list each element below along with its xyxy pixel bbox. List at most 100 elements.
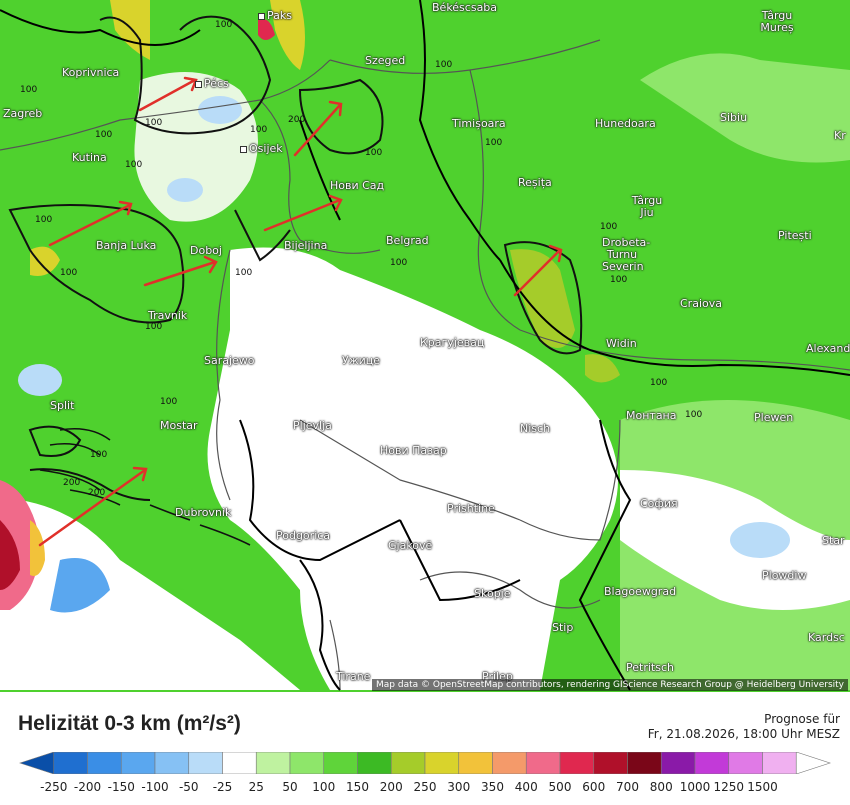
legend-swatch: [492, 752, 527, 774]
legend-tick-label: 600: [582, 780, 606, 794]
city-label: Mostar: [160, 419, 198, 432]
city-label: Craiova: [680, 297, 722, 310]
city-label: Kutina: [72, 151, 107, 164]
contour-label: 200: [88, 488, 106, 498]
city-label: Târgu Jiu: [631, 194, 663, 219]
city-label: Travnik: [148, 309, 188, 322]
city-label: Szeged: [365, 54, 406, 67]
contour-label: 100: [610, 275, 628, 285]
legend-tick-label: -150: [107, 780, 135, 794]
legend-swatch: [53, 752, 88, 774]
city-dot: [240, 145, 247, 153]
field-negative: [167, 178, 203, 202]
contour-label: 100: [90, 450, 108, 460]
legend-tick-label: -25: [212, 780, 233, 794]
city-label: Alexand: [806, 342, 850, 355]
city-label: Stip: [552, 621, 574, 634]
field-negative: [730, 522, 790, 558]
legend-tick-label: 1500: [747, 780, 778, 794]
legend-tick-label: 700: [616, 780, 639, 794]
legend-tick-label: -250: [40, 780, 68, 794]
city-label: Ужице: [342, 354, 381, 367]
forecast-time: Prognose für Fr, 21.08.2026, 18:00 Uhr M…: [648, 712, 840, 742]
city-label: Prishtine: [447, 502, 495, 515]
forecast-datetime: Fr, 21.08.2026, 18:00 Uhr MESZ: [647, 727, 840, 741]
field-negative: [50, 558, 110, 613]
contour-label: 100: [215, 20, 233, 30]
legend-swatch: [357, 752, 392, 774]
legend-swatch: [390, 752, 426, 774]
legend-swatch: [525, 752, 561, 774]
national-borders: [0, 0, 850, 691]
city-label: Tirane: [336, 670, 371, 683]
field-very-high: [258, 19, 275, 40]
city-label: Нови Пазар: [380, 444, 447, 457]
contour-label: 200: [288, 115, 306, 125]
contour-label: 100: [35, 215, 53, 225]
contour-label: 100: [235, 268, 253, 278]
legend-swatch: [795, 752, 831, 774]
color-scale-labels: -250 -200 -150 -100 -50 -25 25 50 100 150 200 250 30…: [0, 780, 850, 796]
city-dot: [258, 12, 265, 20]
contour-label: 100: [95, 130, 113, 140]
legend-tick-label: 250: [413, 780, 437, 794]
legend-tick-label: 350: [481, 780, 504, 794]
city-label: Крагујевац: [420, 336, 485, 349]
legend-swatch: [255, 752, 291, 774]
legend-tick-label: 800: [649, 780, 673, 794]
legend-swatch: [559, 752, 595, 774]
legend-swatch: [762, 752, 797, 774]
legend-swatch: [222, 752, 257, 774]
field-high: [30, 520, 45, 576]
city-label: Békéscsaba: [432, 1, 498, 14]
city-label: Dubrovnik: [175, 506, 232, 519]
city-label: Split: [50, 399, 75, 412]
city-label: Нови Сад: [330, 179, 385, 192]
coastline: [39, 427, 251, 546]
city-label: Paks: [258, 10, 292, 22]
contour-label: 100: [485, 138, 503, 148]
city-label: Plowdiw: [762, 569, 807, 582]
city-dot: [195, 80, 202, 88]
contour-label: 100: [250, 125, 268, 135]
legend-swatch: [289, 752, 325, 774]
map-attribution: Map data © OpenStreetMap contributors, r…: [372, 679, 848, 691]
field-light-green: [640, 53, 850, 163]
field-high: [270, 0, 305, 70]
color-scale-bar: [19, 752, 831, 774]
city-label: Pljevlja: [293, 419, 332, 432]
field-low-helicity: [0, 500, 300, 690]
contour-label: 100: [125, 160, 143, 170]
legend-tick-label: -100: [141, 780, 169, 794]
forecast-label: Prognose für: [764, 712, 840, 726]
legend-swatch: [593, 752, 628, 774]
legend-swatch: [694, 752, 730, 774]
legend-tick-label: 25: [248, 780, 264, 794]
legend-tick-label: 1250: [713, 780, 745, 794]
city-label: Star: [822, 534, 845, 547]
helicity-map[interactable]: Paks Békéscsaba Târgu Mureș Koprivnica P…: [0, 0, 850, 692]
city-label: Podgorica: [276, 529, 331, 542]
contour-label: 100: [650, 378, 668, 388]
legend-swatch: [154, 752, 190, 774]
helicity-outlines: [8, 15, 583, 501]
city-label: Drobeta-Turnu Severin: [602, 236, 651, 273]
contour-label: 100: [685, 410, 703, 420]
city-label: Doboj: [190, 244, 222, 257]
legend-tick-label: 1000: [679, 780, 711, 794]
city-label: Nisch: [520, 422, 551, 435]
contour-label: 100: [390, 258, 408, 268]
city-label: Kardsc: [808, 631, 845, 644]
wind-shear-arrows: [38, 76, 563, 547]
city-label: Banja Luka: [96, 239, 157, 252]
legend-footer: Helizität 0-3 km (m²/s²) Prognose für Fr…: [0, 692, 850, 805]
city-label: Hunedoara: [595, 117, 656, 130]
contour-label: 100: [20, 85, 38, 95]
field-very-high: [0, 520, 20, 590]
map-canvas: [0, 0, 850, 692]
city-label: Osijek: [240, 143, 283, 155]
legend-tick-label: -50: [178, 780, 199, 794]
legend-swatch: [458, 752, 493, 774]
city-label: Gjakovë: [388, 539, 433, 552]
legend-swatch: [424, 752, 460, 774]
